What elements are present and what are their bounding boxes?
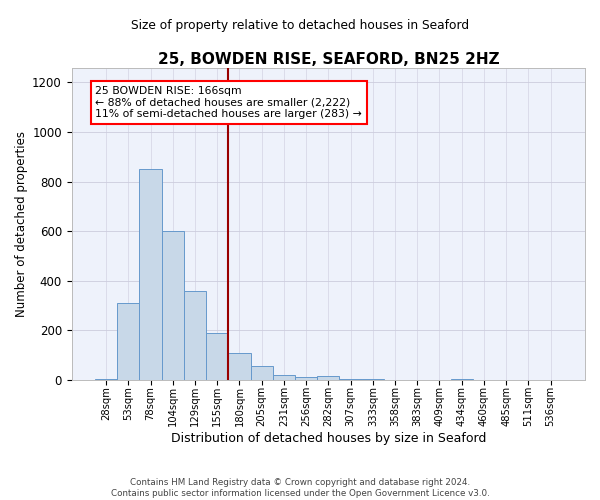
Text: 25 BOWDEN RISE: 166sqm
← 88% of detached houses are smaller (2,222)
11% of semi-: 25 BOWDEN RISE: 166sqm ← 88% of detached… [95,86,362,120]
X-axis label: Distribution of detached houses by size in Seaford: Distribution of detached houses by size … [170,432,486,445]
Bar [161,231,184,380]
Bar [273,375,295,380]
Bar [95,378,117,380]
Text: Contains HM Land Registry data © Crown copyright and database right 2024.
Contai: Contains HM Land Registry data © Crown c… [110,478,490,498]
Bar [117,303,139,380]
Bar [206,332,229,380]
Bar [295,378,317,380]
Bar [362,378,384,380]
Title: 25, BOWDEN RISE, SEAFORD, BN25 2HZ: 25, BOWDEN RISE, SEAFORD, BN25 2HZ [158,52,499,68]
Bar [139,169,161,380]
Y-axis label: Number of detached properties: Number of detached properties [15,130,28,316]
Bar [229,352,251,380]
Bar [451,378,473,380]
Bar [184,290,206,380]
Bar [251,366,273,380]
Bar [340,378,362,380]
Text: Size of property relative to detached houses in Seaford: Size of property relative to detached ho… [131,20,469,32]
Bar [317,376,340,380]
